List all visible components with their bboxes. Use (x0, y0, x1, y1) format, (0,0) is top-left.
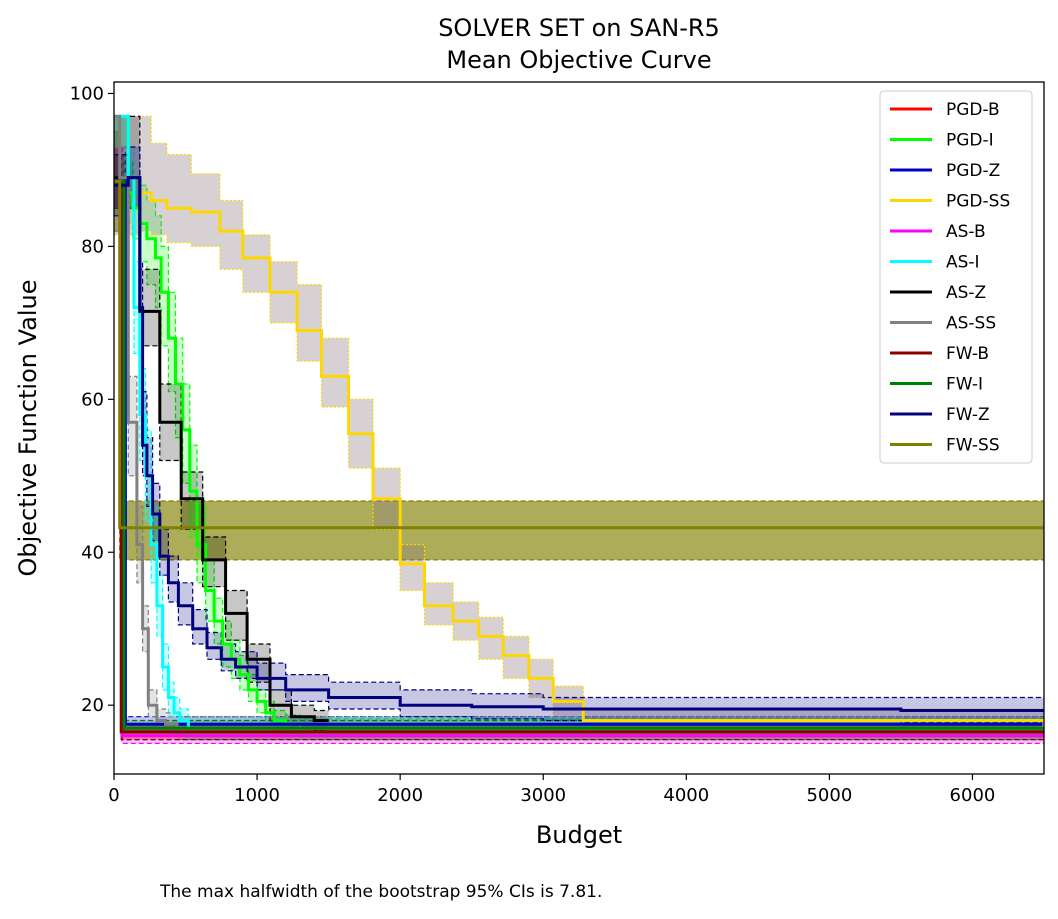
ci-band-pgd-ss (114, 116, 1044, 736)
x-axis-label: Budget (536, 821, 622, 849)
ci-lower-pgd-ss (114, 230, 1044, 736)
y-axis-ticks: 20 40 60 80 100 (70, 83, 114, 716)
legend-label-pgd-ss: PGD-SS (946, 192, 1010, 212)
chart-caption: The max halfwidth of the bootstrap 95% C… (160, 882, 603, 902)
chart-subtitle: Mean Objective Curve (446, 46, 711, 74)
y-tick-label: 60 (81, 389, 104, 410)
series-line-fw-ss (114, 179, 1044, 530)
x-tick-label: 1000 (234, 785, 280, 806)
x-tick-label: 4000 (663, 785, 709, 806)
y-tick-label: 80 (81, 236, 104, 257)
legend-label-pgd-i: PGD-I (946, 131, 994, 151)
x-tick-label: 0 (108, 785, 119, 806)
y-tick-label: 100 (70, 83, 104, 104)
legend-label-pgd-z: PGD-Z (946, 161, 1000, 181)
legend-label-pgd-b: PGD-B (946, 100, 1000, 120)
y-tick-label: 20 (81, 695, 104, 716)
legend-label-fw-b: FW-B (946, 344, 989, 364)
legend-label-fw-ss: FW-SS (946, 436, 1000, 456)
x-tick-label: 5000 (806, 785, 852, 806)
plot-frame (113, 81, 1045, 775)
series-lines (114, 114, 1044, 738)
series-line-as-z (114, 176, 329, 722)
x-tick-label: 6000 (950, 785, 996, 806)
ci-band-fw-ss (114, 131, 1044, 560)
ci-upper-fw-ss (114, 131, 1044, 502)
x-tick-label: 2000 (377, 785, 423, 806)
x-tick-label: 3000 (520, 785, 566, 806)
series-line-fw-z (114, 176, 1044, 712)
legend: PGD-B PGD-I PGD-Z PGD-SS AS-B AS-I AS-Z AS-SS FW… (879, 90, 1033, 464)
ci-upper-as-z (114, 115, 329, 712)
legend-frame (879, 90, 1033, 464)
ci-upper-pgd-i (114, 115, 1044, 720)
ci-lower-pgd-i (114, 146, 1044, 738)
chart-title: SOLVER SET on SAN-R5 (438, 14, 720, 42)
legend-label-as-z: AS-Z (946, 283, 986, 303)
legend-label-as-i: AS-I (946, 253, 980, 273)
legend-label-fw-z: FW-Z (946, 405, 990, 425)
legend-label-fw-i: FW-I (946, 375, 983, 395)
y-tick-label: 40 (81, 542, 104, 563)
series-line-as-i (114, 114, 1044, 730)
ci-upper-fw-z (114, 146, 1044, 699)
x-axis-ticks: 0 1000 2000 3000 4000 5000 6000 (108, 774, 995, 806)
series-line-pgd-ss (114, 176, 1044, 729)
legend-label-as-b: AS-B (946, 222, 986, 242)
legend-label-as-ss: AS-SS (946, 314, 996, 334)
y-axis-label: Objective Function Value (14, 279, 42, 576)
